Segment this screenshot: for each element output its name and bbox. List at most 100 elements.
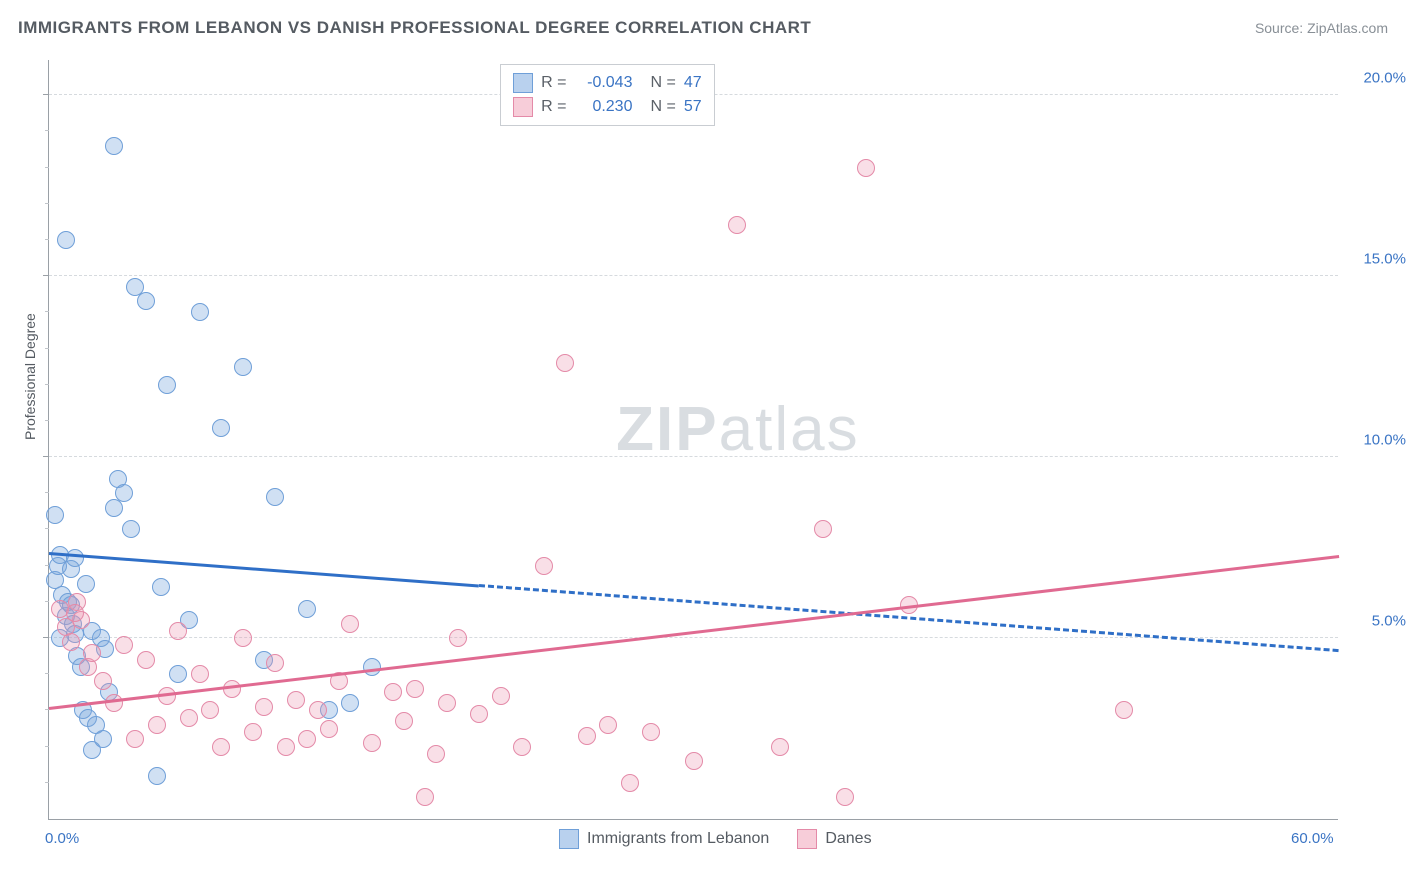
- data-point: [234, 629, 252, 647]
- ytick-major: [43, 637, 49, 638]
- data-point: [492, 687, 510, 705]
- data-point: [578, 727, 596, 745]
- data-point: [341, 694, 359, 712]
- ytick-minor: [45, 203, 49, 204]
- watermark: ZIPatlas: [616, 394, 859, 465]
- data-point: [66, 604, 84, 622]
- data-point: [438, 694, 456, 712]
- plot-area: 5.0%10.0%15.0%20.0%0.0%60.0%ZIPatlasR =-…: [48, 60, 1338, 820]
- data-point: [266, 488, 284, 506]
- data-point: [137, 292, 155, 310]
- gridline: [49, 275, 1338, 276]
- y-axis-label: Professional Degree: [22, 313, 38, 440]
- source-label: Source: ZipAtlas.com: [1255, 20, 1388, 36]
- trend-line: [49, 552, 479, 588]
- ytick-minor: [45, 528, 49, 529]
- data-point: [212, 419, 230, 437]
- ytick-minor: [45, 239, 49, 240]
- ytick-minor: [45, 673, 49, 674]
- data-point: [83, 644, 101, 662]
- legend-row: R =-0.043N =47: [513, 71, 701, 95]
- data-point: [535, 557, 553, 575]
- xtick-label: 60.0%: [1291, 830, 1334, 847]
- ytick-minor: [45, 130, 49, 131]
- chart-title: IMMIGRANTS FROM LEBANON VS DANISH PROFES…: [18, 18, 811, 38]
- data-point: [169, 665, 187, 683]
- data-point: [384, 683, 402, 701]
- data-point: [836, 788, 854, 806]
- legend-swatch: [797, 829, 817, 849]
- data-point: [685, 752, 703, 770]
- ytick-minor: [45, 601, 49, 602]
- data-point: [57, 231, 75, 249]
- data-point: [287, 691, 305, 709]
- data-point: [449, 629, 467, 647]
- data-point: [115, 484, 133, 502]
- gridline: [49, 456, 1338, 457]
- data-point: [728, 216, 746, 234]
- ytick-label: 20.0%: [1346, 70, 1406, 87]
- data-point: [46, 506, 64, 524]
- data-point: [122, 520, 140, 538]
- data-point: [277, 738, 295, 756]
- data-point: [395, 712, 413, 730]
- ytick-minor: [45, 746, 49, 747]
- ytick-minor: [45, 384, 49, 385]
- data-point: [406, 680, 424, 698]
- ytick-label: 10.0%: [1346, 432, 1406, 449]
- legend-item: Immigrants from Lebanon: [559, 829, 769, 849]
- ytick-minor: [45, 167, 49, 168]
- data-point: [814, 520, 832, 538]
- legend-swatch: [559, 829, 579, 849]
- data-point: [363, 658, 381, 676]
- ytick-minor: [45, 420, 49, 421]
- data-point: [234, 358, 252, 376]
- legend-series: Immigrants from Lebanon Danes: [559, 829, 872, 849]
- ytick-label: 5.0%: [1346, 613, 1406, 630]
- data-point: [341, 615, 359, 633]
- data-point: [556, 354, 574, 372]
- data-point: [62, 633, 80, 651]
- ytick-major: [43, 456, 49, 457]
- data-point: [137, 651, 155, 669]
- data-point: [105, 694, 123, 712]
- data-point: [309, 701, 327, 719]
- legend-label: Danes: [825, 830, 871, 848]
- data-point: [94, 672, 112, 690]
- data-point: [298, 730, 316, 748]
- data-point: [148, 716, 166, 734]
- data-point: [427, 745, 445, 763]
- data-point: [105, 137, 123, 155]
- data-point: [244, 723, 262, 741]
- ytick-minor: [45, 782, 49, 783]
- data-point: [212, 738, 230, 756]
- data-point: [599, 716, 617, 734]
- data-point: [771, 738, 789, 756]
- data-point: [180, 709, 198, 727]
- data-point: [470, 705, 488, 723]
- legend-swatch: [513, 73, 533, 93]
- ytick-major: [43, 275, 49, 276]
- legend-swatch: [513, 97, 533, 117]
- data-point: [152, 578, 170, 596]
- data-point: [115, 636, 133, 654]
- legend-label: Immigrants from Lebanon: [587, 830, 769, 848]
- ytick-minor: [45, 492, 49, 493]
- data-point: [158, 376, 176, 394]
- data-point: [66, 549, 84, 567]
- data-point: [266, 654, 284, 672]
- xtick-label: 0.0%: [45, 830, 79, 847]
- data-point: [148, 767, 166, 785]
- data-point: [513, 738, 531, 756]
- data-point: [298, 600, 316, 618]
- data-point: [77, 575, 95, 593]
- data-point: [126, 730, 144, 748]
- data-point: [191, 665, 209, 683]
- legend-row: R =0.230N =57: [513, 95, 701, 119]
- data-point: [255, 698, 273, 716]
- ytick-minor: [45, 348, 49, 349]
- data-point: [1115, 701, 1133, 719]
- data-point: [191, 303, 209, 321]
- data-point: [94, 730, 112, 748]
- legend-correlation: R =-0.043N =47R =0.230N =57: [500, 64, 714, 126]
